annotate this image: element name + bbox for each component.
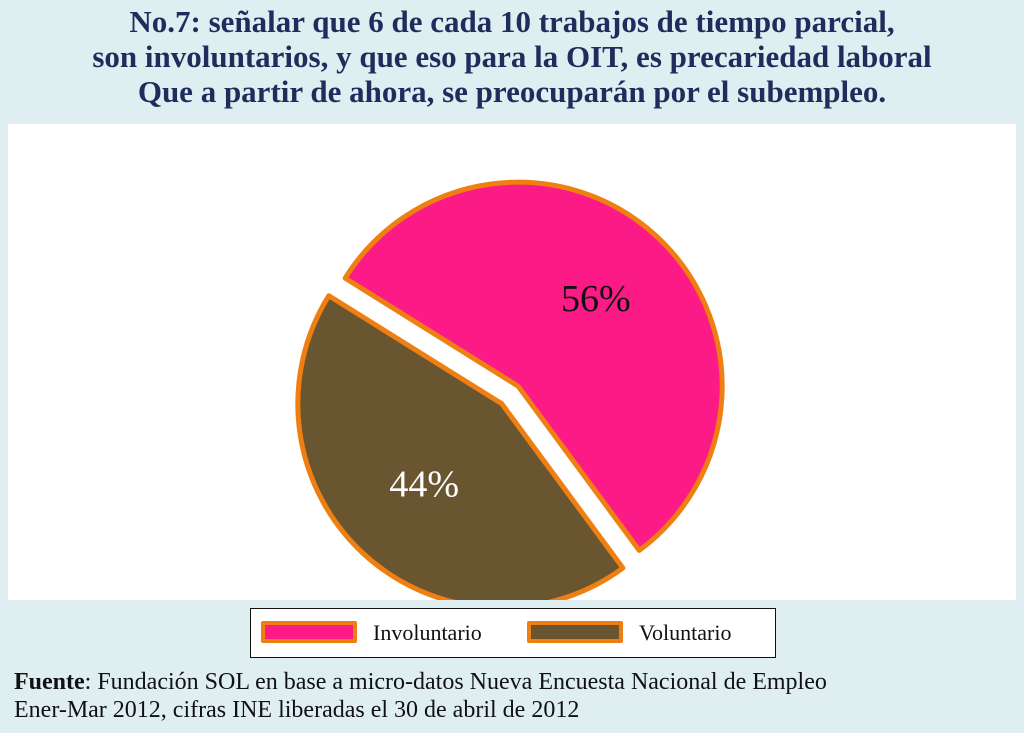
legend-label-voluntario: Voluntario: [639, 620, 732, 645]
legend: Involuntario Voluntario: [250, 608, 776, 658]
chart-title: No.7: señalar que 6 de cada 10 trabajos …: [0, 4, 1024, 109]
title-line-3: Que a partir de ahora, se preocuparán po…: [137, 74, 887, 109]
title-line-2: son involuntarios, y que eso para la OIT…: [92, 39, 932, 74]
pie-slice-involuntario: [342, 179, 725, 553]
data-label-involuntario: 56%: [561, 278, 631, 320]
data-label-voluntario: 44%: [389, 463, 459, 505]
pie-chart: 56% 44%: [295, 179, 725, 600]
plot-area: 56% 44%: [8, 124, 1016, 600]
source-note: Fuente: Fundación SOL en base a micro-da…: [14, 668, 1014, 724]
source-line-1-text: : Fundación SOL en base a micro-datos Nu…: [84, 669, 827, 695]
pie-slice-voluntario: [295, 293, 626, 600]
legend-swatch-voluntario: [527, 621, 623, 643]
title-line-1: No.7: señalar que 6 de cada 10 trabajos …: [129, 4, 895, 39]
source-label: Fuente: [14, 669, 85, 695]
legend-swatch-involuntario: [261, 621, 357, 643]
legend-label-involuntario: Involuntario: [373, 620, 482, 645]
source-line-2: Ener-Mar 2012, cifras INE liberadas el 3…: [14, 697, 580, 723]
source-line-1: Fuente: Fundación SOL en base a micro-da…: [14, 668, 1014, 696]
